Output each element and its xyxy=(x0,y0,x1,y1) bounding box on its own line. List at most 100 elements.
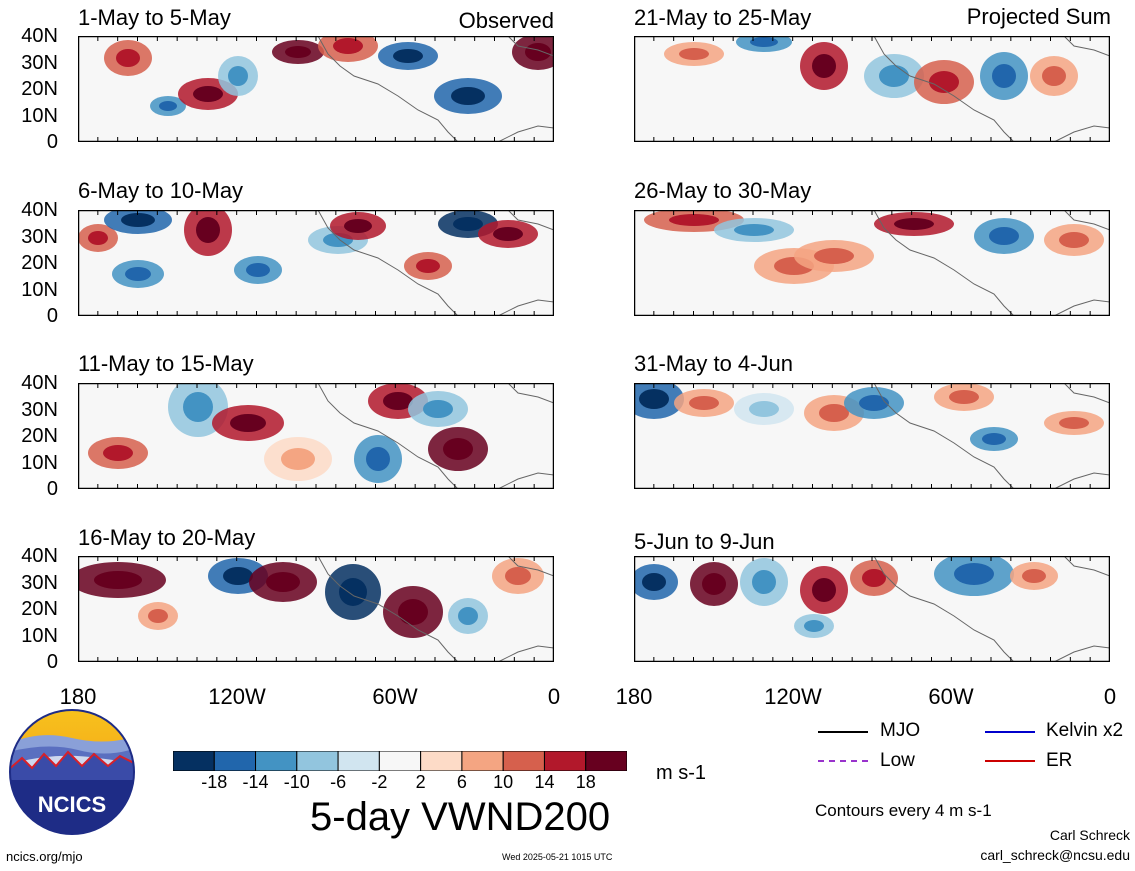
units-label: m s-1 xyxy=(656,762,706,784)
map-panel-7 xyxy=(634,383,1110,489)
anomaly-contour-core xyxy=(266,572,300,592)
contour-note: Contours every 4 m s-1 xyxy=(815,801,992,820)
anomaly-contour-core xyxy=(734,224,774,236)
author-name: Carl Schreck xyxy=(1049,827,1130,843)
coastline xyxy=(258,36,554,142)
anomaly-contour-core xyxy=(679,48,709,60)
anomaly-contour-core xyxy=(814,248,854,264)
anomaly-contour-core xyxy=(416,259,440,273)
anomaly-contour-core xyxy=(393,49,423,63)
y-label: 0 xyxy=(46,131,58,153)
coastline xyxy=(258,556,554,662)
panel-title-6: 26-May to 30-May xyxy=(634,178,812,203)
colorbar-tick-label: 2 xyxy=(415,772,426,792)
colorbar-tick-label: -18 xyxy=(201,772,228,792)
x-label-60w-left: 60W xyxy=(372,684,418,709)
anomaly-contour-core xyxy=(228,66,248,86)
y-label: 30N xyxy=(21,398,58,421)
anomaly-contour-core xyxy=(453,217,483,231)
anomaly-contour-core xyxy=(505,567,531,585)
anomaly-contour-core xyxy=(116,49,140,67)
anomaly-contour-core xyxy=(451,87,485,105)
map-panel-3 xyxy=(78,383,554,489)
anomaly-contour-core xyxy=(366,447,390,471)
anomaly-contour-core xyxy=(812,578,836,602)
anomaly-contour-core xyxy=(859,395,889,411)
anomaly-contour-core xyxy=(1022,569,1046,583)
x-label-180-left: 180 xyxy=(59,684,97,709)
x-label-60w-right: 60W xyxy=(928,684,974,709)
ncics-logo: NCICS xyxy=(9,709,135,835)
colorbar-tick-label: -6 xyxy=(330,772,347,792)
anomaly-contour-core xyxy=(949,390,979,404)
y-label: 0 xyxy=(46,651,58,673)
anomaly-contour-core xyxy=(1042,66,1066,86)
anomaly-contour-core xyxy=(443,438,473,460)
map-panel-6 xyxy=(634,210,1110,316)
panel-title-8: 5-Jun to 9-Jun xyxy=(634,529,775,554)
y-label: 40N xyxy=(21,372,58,394)
anomaly-contour-core xyxy=(344,219,372,233)
y-label: 30N xyxy=(21,571,58,594)
y-label: 0 xyxy=(46,478,58,500)
anomaly-contour-core xyxy=(193,86,223,102)
colorbar-swatch xyxy=(213,751,257,771)
anomaly-contour-core xyxy=(383,392,413,410)
map-panel-1 xyxy=(78,36,554,142)
y-label: 30N xyxy=(21,51,58,74)
map-panel-2 xyxy=(78,210,554,316)
colorbar-tick-label: 10 xyxy=(493,772,514,792)
legend-mjo-label: MJO xyxy=(880,720,921,741)
anomaly-contour-core xyxy=(339,578,367,606)
colorbar xyxy=(173,751,627,771)
anomaly-contour-core xyxy=(398,599,428,625)
anomaly-contour-core xyxy=(689,396,719,410)
x-label-0-right: 0 xyxy=(1103,684,1117,709)
coastline xyxy=(814,36,1110,142)
anomaly-contour-core xyxy=(125,267,151,281)
anomaly-contour-core xyxy=(812,54,836,78)
y-label: 10N xyxy=(21,104,58,127)
panel-title-7: 31-May to 4-Jun xyxy=(634,351,793,376)
author-email: carl_schreck@ncsu.edu xyxy=(980,847,1130,863)
legend-kelvin-line xyxy=(985,731,1035,733)
panel-title-5: 21-May to 25-May xyxy=(634,5,812,30)
x-label-0-left: 0 xyxy=(547,684,561,709)
anomaly-contour-core xyxy=(230,414,266,432)
y-label: 10N xyxy=(21,624,58,647)
anomaly-contour-core xyxy=(103,445,133,461)
x-label-180-right: 180 xyxy=(615,684,653,709)
y-label: 20N xyxy=(21,252,58,274)
anomaly-contour-core xyxy=(88,231,108,245)
source-url: ncics.org/mjo xyxy=(6,849,83,864)
legend-kelvin-label: Kelvin x2 xyxy=(1046,720,1124,741)
anomaly-contour-core xyxy=(246,263,270,277)
anomaly-contour-core xyxy=(954,563,994,585)
y-label: 10N xyxy=(21,278,58,301)
colorbar-swatch xyxy=(173,751,215,771)
colorbar-tick-label: 6 xyxy=(456,772,467,792)
anomaly-contour-core xyxy=(749,401,779,417)
y-label: 20N xyxy=(21,78,58,100)
anomaly-contour-core xyxy=(1059,232,1089,248)
coastline xyxy=(814,383,1110,489)
anomaly-contour-core xyxy=(819,404,849,422)
y-label: 40N xyxy=(21,25,58,47)
anomaly-contour-core xyxy=(639,389,669,409)
panel-title-4: 16-May to 20-May xyxy=(78,525,256,550)
anomaly-contour-core xyxy=(458,607,478,625)
map-panel-4 xyxy=(78,556,554,662)
anomaly-contour-core xyxy=(1059,417,1089,429)
anomaly-contour-core xyxy=(196,217,220,243)
anomaly-contour-core xyxy=(642,573,666,591)
anomaly-contour-core xyxy=(525,43,551,61)
anomaly-contour-core xyxy=(879,65,909,87)
colorbar-swatch xyxy=(296,751,339,771)
coastline xyxy=(814,556,1110,662)
coastline xyxy=(814,210,1110,316)
map-panel-8 xyxy=(634,556,1110,662)
y-label: 20N xyxy=(21,598,58,620)
anomaly-contour-core xyxy=(285,46,311,58)
coastline xyxy=(258,210,554,316)
observed-label: Observed xyxy=(458,8,554,33)
